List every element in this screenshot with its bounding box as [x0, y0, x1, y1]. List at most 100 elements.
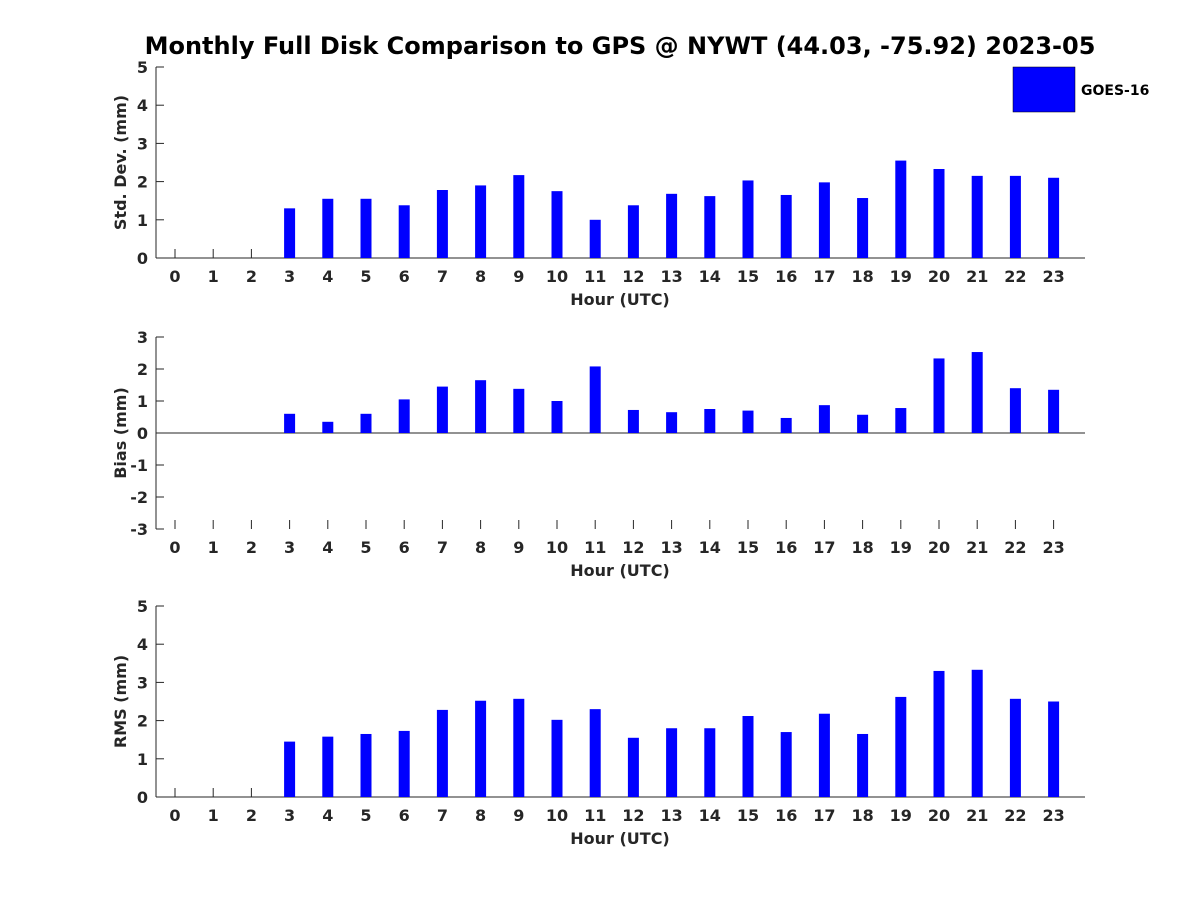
- y-tick-label: 5: [137, 597, 148, 616]
- x-tick-label: 4: [322, 538, 333, 557]
- x-tick-label: 17: [813, 538, 835, 557]
- x-tick-label: 12: [622, 267, 644, 286]
- x-tick-label: 8: [475, 267, 486, 286]
- bar-hour-17: [818, 182, 830, 258]
- x-tick-label: 6: [399, 267, 410, 286]
- bar-hour-10: [551, 191, 563, 258]
- x-tick-label: 7: [437, 806, 448, 825]
- bar-hour-13: [666, 728, 678, 797]
- bar-hour-16: [780, 194, 792, 258]
- x-tick-label: 14: [699, 806, 721, 825]
- x-tick-label: 3: [284, 806, 295, 825]
- x-tick-label: 22: [1004, 267, 1026, 286]
- bar-hour-12: [627, 737, 639, 797]
- bar-hour-17: [818, 713, 830, 797]
- x-tick-label: 16: [775, 267, 797, 286]
- x-tick-label: 9: [513, 806, 524, 825]
- bar-hour-20: [933, 168, 945, 258]
- x-tick-label: 5: [360, 806, 371, 825]
- bar-hour-14: [704, 196, 716, 258]
- y-tick-label: 1: [137, 392, 148, 411]
- x-tick-label: 21: [966, 806, 988, 825]
- x-tick-label: 13: [660, 538, 682, 557]
- bar-hour-22: [1009, 698, 1021, 797]
- bar-hour-13: [666, 193, 678, 258]
- bar-hour-22: [1009, 388, 1021, 433]
- x-tick-label: 6: [399, 806, 410, 825]
- y-tick-label: 4: [137, 96, 148, 115]
- x-tick-label: 19: [890, 267, 912, 286]
- bar-hour-19: [895, 696, 907, 797]
- y-tick-label: 5: [137, 58, 148, 77]
- y-tick-label: 2: [137, 712, 148, 731]
- x-tick-label: 6: [399, 538, 410, 557]
- x-tick-label: 15: [737, 538, 759, 557]
- bar-hour-15: [742, 180, 754, 258]
- y-tick-label: -1: [130, 456, 148, 475]
- x-tick-label: 2: [246, 538, 257, 557]
- bar-hour-11: [589, 709, 601, 797]
- bar-hour-9: [513, 388, 525, 433]
- bar-hour-16: [780, 732, 792, 797]
- x-tick-label: 11: [584, 806, 606, 825]
- x-tick-label: 23: [1042, 538, 1064, 557]
- x-tick-label: 17: [813, 806, 835, 825]
- legend-label: GOES-16: [1081, 83, 1149, 99]
- bar-hour-17: [818, 405, 830, 433]
- x-tick-label: 11: [584, 538, 606, 557]
- x-tick-label: 9: [513, 267, 524, 286]
- bar-hour-21: [971, 352, 983, 433]
- bar-hour-22: [1009, 175, 1021, 258]
- bar-hour-20: [933, 358, 945, 433]
- bar-hour-9: [513, 698, 525, 797]
- x-tick-label: 19: [890, 538, 912, 557]
- y-tick-label: 1: [137, 211, 148, 230]
- bar-hour-11: [589, 366, 601, 433]
- x-tick-label: 10: [546, 806, 568, 825]
- bar-hour-3: [284, 208, 296, 258]
- bar-hour-12: [627, 409, 639, 433]
- x-tick-label: 20: [928, 538, 950, 557]
- x-tick-label: 19: [890, 806, 912, 825]
- y-tick-label: -2: [130, 488, 148, 507]
- bar-hour-8: [475, 380, 487, 433]
- bar-hour-8: [475, 185, 487, 258]
- bar-hour-21: [971, 175, 983, 258]
- y-tick-label: -3: [130, 520, 148, 539]
- x-tick-label: 7: [437, 267, 448, 286]
- bar-hour-3: [284, 413, 296, 433]
- x-tick-label: 10: [546, 538, 568, 557]
- x-tick-label: 2: [246, 267, 257, 286]
- x-axis-label: Hour (UTC): [570, 561, 670, 580]
- bar-hour-21: [971, 669, 983, 797]
- x-tick-label: 13: [660, 267, 682, 286]
- bar-hour-6: [398, 205, 410, 258]
- y-tick-label: 3: [137, 328, 148, 347]
- bar-hour-13: [666, 412, 678, 433]
- x-tick-label: 12: [622, 806, 644, 825]
- x-tick-label: 22: [1004, 806, 1026, 825]
- x-tick-label: 5: [360, 267, 371, 286]
- x-tick-label: 23: [1042, 267, 1064, 286]
- y-axis-label: Std. Dev. (mm): [111, 95, 130, 230]
- x-tick-label: 8: [475, 538, 486, 557]
- x-tick-label: 18: [851, 806, 873, 825]
- x-tick-label: 0: [169, 806, 180, 825]
- bar-hour-5: [360, 733, 372, 797]
- x-tick-label: 14: [699, 267, 721, 286]
- x-tick-label: 8: [475, 806, 486, 825]
- bar-hour-4: [322, 736, 334, 797]
- x-tick-label: 18: [851, 538, 873, 557]
- x-tick-label: 4: [322, 806, 333, 825]
- bar-hour-18: [857, 414, 869, 433]
- x-tick-label: 16: [775, 806, 797, 825]
- x-tick-label: 7: [437, 538, 448, 557]
- bar-hour-4: [322, 198, 334, 258]
- bar-hour-6: [398, 730, 410, 797]
- bar-hour-9: [513, 175, 525, 258]
- bar-hour-16: [780, 417, 792, 433]
- x-tick-label: 1: [208, 267, 219, 286]
